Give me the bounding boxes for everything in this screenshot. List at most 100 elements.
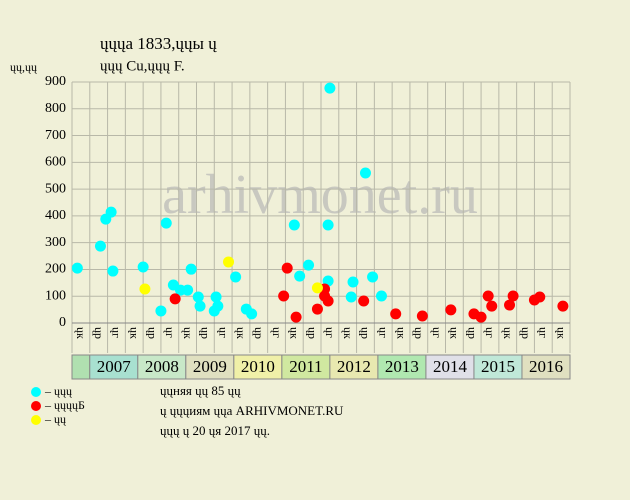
data-point bbox=[246, 308, 258, 320]
data-point bbox=[169, 293, 181, 305]
data-point bbox=[303, 259, 315, 271]
data-point bbox=[294, 270, 306, 282]
year-cell bbox=[521, 354, 571, 380]
data-point bbox=[281, 262, 293, 274]
x-tick-label: ųр bbox=[199, 327, 213, 339]
data-point bbox=[504, 299, 516, 311]
year-label: 2008 bbox=[145, 357, 179, 376]
data-point bbox=[139, 283, 151, 295]
data-point bbox=[160, 217, 172, 229]
y-tick-label: 200 bbox=[45, 262, 66, 277]
x-tick-label: ųг bbox=[216, 327, 230, 338]
x-tick-label: ųг bbox=[483, 327, 497, 338]
year-label: 2015 bbox=[481, 357, 515, 376]
x-tick-label: ųк bbox=[181, 327, 195, 339]
x-tick-label: ųр bbox=[252, 327, 266, 339]
data-point bbox=[322, 219, 334, 231]
year-cell bbox=[473, 354, 523, 380]
x-tick-label: ųр bbox=[145, 327, 159, 339]
year-cell bbox=[89, 354, 139, 380]
y-tick-label: 300 bbox=[45, 235, 66, 250]
data-point bbox=[155, 305, 167, 317]
data-point bbox=[185, 263, 197, 275]
year-label: 2007 bbox=[97, 357, 132, 376]
x-tick-label: ųр bbox=[465, 327, 479, 339]
data-point bbox=[212, 300, 224, 312]
year-label: 2011 bbox=[289, 357, 322, 376]
y-tick-label: 800 bbox=[45, 101, 66, 116]
y-axis-label: ųų,ųų bbox=[10, 60, 37, 74]
y-tick-label: 500 bbox=[45, 181, 66, 196]
x-tick-label: ųк bbox=[554, 327, 568, 339]
x-tick-label: ųк bbox=[394, 327, 408, 339]
note: ųųняя ųų 85 ųų bbox=[160, 383, 241, 398]
data-point bbox=[324, 82, 336, 94]
data-point bbox=[375, 290, 387, 302]
data-point bbox=[347, 276, 359, 288]
x-tick-label: ųг bbox=[163, 327, 177, 338]
y-tick-label: 400 bbox=[45, 208, 66, 223]
data-point bbox=[445, 304, 457, 316]
data-point bbox=[475, 311, 487, 323]
y-tick-label: 700 bbox=[45, 128, 66, 143]
note: ų ųųųиям ųųа ARHIVMONET.RU bbox=[160, 403, 344, 418]
y-tick-label: 0 bbox=[59, 315, 66, 330]
data-point bbox=[105, 206, 117, 218]
year-label: 2010 bbox=[241, 357, 275, 376]
data-point bbox=[390, 308, 402, 320]
year-label: 2012 bbox=[337, 357, 371, 376]
year-cell bbox=[71, 354, 91, 380]
legend-label: – ųų bbox=[44, 412, 66, 426]
x-tick-label: ųк bbox=[501, 327, 515, 339]
year-cell bbox=[377, 354, 427, 380]
data-point bbox=[367, 271, 379, 283]
data-point bbox=[194, 300, 206, 312]
x-tick-label: ųг bbox=[430, 327, 444, 338]
data-point bbox=[345, 291, 357, 303]
x-tick-label: ųр bbox=[92, 327, 106, 339]
x-tick-label: ųг bbox=[537, 327, 551, 338]
year-cell bbox=[281, 354, 331, 380]
x-tick-label: ųг bbox=[110, 327, 124, 338]
x-tick-label: ųк bbox=[128, 327, 142, 339]
x-tick-label: ųр bbox=[519, 327, 533, 339]
y-tick-label: 600 bbox=[45, 155, 66, 170]
data-point bbox=[482, 290, 494, 302]
data-point bbox=[278, 290, 290, 302]
data-point bbox=[192, 291, 204, 303]
legend-marker bbox=[31, 387, 41, 397]
x-tick-label: ųк bbox=[74, 327, 88, 339]
x-tick-label: ųг bbox=[377, 327, 391, 338]
x-tick-label: ųк bbox=[448, 327, 462, 339]
data-point bbox=[290, 311, 302, 323]
data-point bbox=[182, 284, 194, 296]
data-point bbox=[358, 295, 370, 307]
year-cell bbox=[233, 354, 283, 380]
legend-marker bbox=[31, 415, 41, 425]
data-point bbox=[71, 262, 83, 274]
note: ųųų ų 20 ųя 2017 ųų. bbox=[160, 423, 270, 438]
data-point bbox=[137, 261, 149, 273]
data-point bbox=[416, 310, 428, 322]
year-label: 2016 bbox=[529, 357, 563, 376]
data-point bbox=[288, 219, 300, 231]
data-point bbox=[210, 291, 222, 303]
chart-subtitle: ųųų Cu,ųųų F. bbox=[100, 58, 185, 74]
year-cell bbox=[137, 354, 187, 380]
x-tick-label: ųр bbox=[359, 327, 373, 339]
y-tick-label: 900 bbox=[45, 74, 66, 89]
legend-label: – ųųųųБ bbox=[44, 398, 85, 412]
data-point bbox=[230, 271, 242, 283]
data-point bbox=[107, 265, 119, 277]
y-tick-label: 100 bbox=[45, 288, 66, 303]
x-tick-label: ųр bbox=[412, 327, 426, 339]
data-point bbox=[534, 291, 546, 303]
data-point bbox=[507, 290, 519, 302]
year-label: 2009 bbox=[193, 357, 227, 376]
data-point bbox=[223, 256, 235, 268]
data-point bbox=[557, 300, 569, 312]
year-label: 2013 bbox=[385, 357, 419, 376]
x-tick-label: ųг bbox=[270, 327, 284, 338]
data-point bbox=[311, 282, 323, 294]
data-point bbox=[359, 167, 371, 179]
